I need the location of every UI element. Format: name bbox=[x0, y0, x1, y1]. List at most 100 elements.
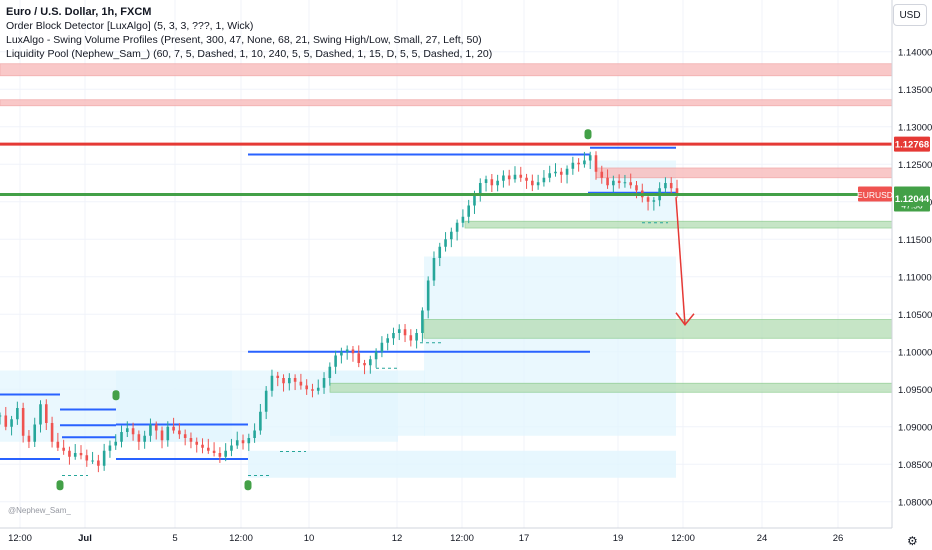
price-tick-label: 1.08500 bbox=[898, 460, 932, 471]
candle-body bbox=[380, 342, 384, 352]
candle-body bbox=[467, 205, 470, 217]
price-tick-label: 1.11500 bbox=[898, 235, 932, 246]
candle-body bbox=[230, 445, 233, 451]
candle-body bbox=[502, 175, 505, 181]
candle-body bbox=[39, 404, 42, 425]
candle-body bbox=[131, 428, 135, 435]
indicator-swing-volume[interactable]: LuxAlgo - Swing Volume Profiles (Present… bbox=[6, 34, 482, 46]
chart-legend: Euro / U.S. Dollar, 1h, FXCM Order Block… bbox=[6, 5, 492, 61]
currency-button[interactable]: USD bbox=[893, 4, 927, 26]
candle-body bbox=[675, 188, 679, 195]
time-tick-label: 12:00 bbox=[671, 533, 695, 544]
time-tick-label: Jul bbox=[78, 533, 92, 544]
indicator-liquidity-pool[interactable]: Liquidity Pool (Nephew_Sam_) (60, 7, 5, … bbox=[6, 48, 493, 60]
candle-body bbox=[207, 447, 210, 451]
volume-profile-block bbox=[424, 256, 676, 436]
candle-body bbox=[316, 387, 320, 391]
candle-body bbox=[612, 180, 615, 186]
price-tick-label: 1.08000 bbox=[898, 497, 932, 508]
candle-body bbox=[363, 363, 366, 366]
candle-body bbox=[519, 174, 523, 178]
candle-body bbox=[143, 435, 146, 442]
candle-body bbox=[542, 177, 546, 183]
projection-arrow bbox=[675, 197, 695, 326]
candle-body bbox=[421, 310, 424, 333]
time-tick-label: 10 bbox=[304, 533, 315, 544]
candle-body bbox=[334, 355, 337, 367]
candle-body bbox=[392, 333, 395, 339]
candle-body bbox=[137, 434, 141, 442]
candle-body bbox=[588, 155, 592, 161]
candle-body bbox=[536, 182, 540, 186]
candle-body bbox=[149, 424, 152, 436]
candle-body bbox=[415, 333, 418, 341]
candle-body bbox=[4, 415, 8, 427]
price-tick-label: 1.10000 bbox=[898, 347, 932, 358]
liquidity-zone-buy bbox=[329, 382, 893, 393]
support-price-label-bg bbox=[894, 190, 930, 206]
candle-body bbox=[461, 216, 465, 223]
liquidity-zone-buy bbox=[423, 319, 893, 339]
candle-body bbox=[629, 182, 633, 186]
arrow-shaft bbox=[675, 197, 686, 325]
candle-body bbox=[44, 404, 48, 423]
symbol-tag-bg bbox=[858, 186, 892, 202]
candle-body bbox=[652, 200, 656, 202]
candle-body bbox=[166, 426, 170, 441]
gear-icon[interactable]: ⚙ bbox=[907, 534, 918, 548]
candle-body bbox=[623, 182, 627, 184]
candle-body bbox=[444, 239, 447, 247]
candle-body bbox=[478, 183, 482, 195]
candle-body bbox=[224, 450, 227, 457]
candle-body bbox=[125, 428, 129, 432]
time-tick-label: 12 bbox=[392, 533, 403, 544]
resistance-price-label-bg bbox=[894, 136, 930, 152]
candle-body bbox=[554, 171, 557, 174]
symbol-tag-label: EURUSD bbox=[857, 190, 893, 200]
volume-profiles bbox=[0, 160, 676, 478]
candle-body bbox=[450, 231, 453, 240]
candle-body bbox=[571, 162, 575, 169]
candle-body bbox=[311, 389, 314, 391]
candle-body bbox=[120, 432, 123, 442]
candle-body bbox=[583, 160, 586, 165]
horizontal-levels bbox=[0, 142, 892, 196]
candle-body bbox=[102, 450, 106, 466]
candle-body bbox=[293, 378, 297, 382]
time-tick-label: 17 bbox=[519, 533, 530, 544]
time-tick-label: 24 bbox=[757, 533, 768, 544]
swing-marker bbox=[244, 480, 252, 491]
price-tick-label: 1.10500 bbox=[898, 310, 932, 321]
liquidity-zone-sell bbox=[0, 99, 893, 107]
candle-body bbox=[56, 441, 60, 448]
candle-body bbox=[507, 175, 511, 180]
candle-body bbox=[247, 438, 251, 444]
candle-body bbox=[322, 378, 326, 388]
candle-body bbox=[62, 447, 65, 451]
price-tick-label: 1.13500 bbox=[898, 85, 932, 96]
indicator-order-block[interactable]: Order Block Detector [LuxAlgo] (5, 3, 3,… bbox=[6, 20, 254, 32]
candle-body bbox=[386, 338, 389, 343]
candle-body bbox=[531, 180, 534, 186]
candle-body bbox=[16, 408, 19, 420]
candle-body bbox=[484, 179, 488, 183]
time-tick-label: 12:00 bbox=[450, 533, 474, 544]
time-axis: 12:00 Jul 5 12:00 10 12 12:00 17 19 12:00 24 26 bbox=[0, 527, 892, 544]
candle-body bbox=[594, 155, 598, 172]
candle-body bbox=[189, 438, 193, 442]
candle-body bbox=[154, 424, 158, 431]
candle-body bbox=[496, 180, 499, 186]
candle-body bbox=[68, 450, 71, 457]
candle-body bbox=[664, 183, 667, 189]
symbol-title[interactable]: Euro / U.S. Dollar, 1h, FXCM bbox=[6, 6, 152, 18]
price-tick-label: 1.13000 bbox=[898, 122, 932, 133]
candle-body bbox=[27, 435, 31, 442]
candle-body bbox=[160, 430, 164, 441]
price-tick-label: 1.12500 bbox=[898, 160, 932, 171]
candle-body bbox=[264, 390, 268, 412]
candle-body bbox=[21, 408, 25, 436]
candle-body bbox=[235, 440, 239, 446]
candle-body bbox=[276, 375, 280, 378]
candle-body bbox=[617, 180, 621, 183]
